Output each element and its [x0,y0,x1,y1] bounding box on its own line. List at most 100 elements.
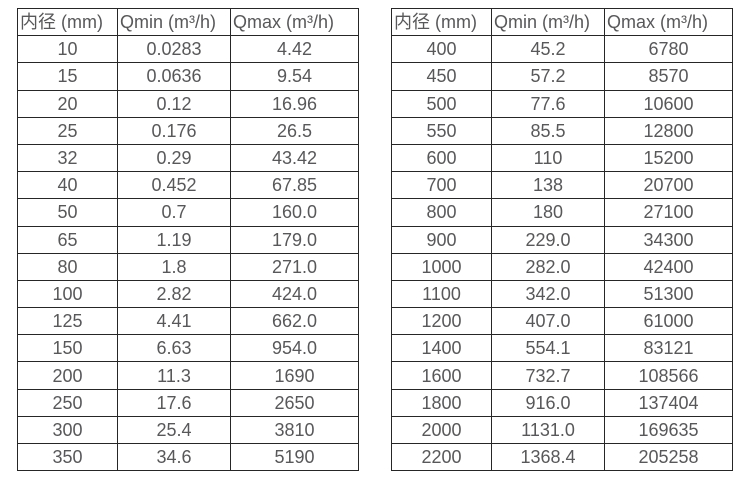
table-cell: 43.42 [230,143,359,173]
table-row: 1800 916.0 137404 [391,388,733,417]
table-cell: 662.0 [230,307,359,336]
table-cell: 20700 [604,171,733,200]
table-cell: 342.0 [491,279,605,309]
column-header: 内径 (mm) [391,7,492,37]
table-cell: 550 [391,116,492,145]
table-cell: 179.0 [230,225,359,254]
table-cell: 80 [17,252,118,281]
table-cell: 50 [17,198,118,227]
table-cell: 1368.4 [491,442,605,472]
table-cell: 1.8 [117,252,231,281]
table-row: 40 0.452 67.85 [17,171,359,200]
table-cell: 732.7 [491,361,605,390]
table-cell: 407.0 [491,307,605,336]
table-row: 1100 342.0 51300 [391,279,733,309]
table-row: 700 138 20700 [391,171,733,200]
table-cell: 0.7 [117,198,231,227]
table-cell: 1400 [391,334,492,363]
table-cell: 0.0283 [117,35,231,64]
table-row: 550 85.5 12800 [391,116,733,145]
table-row: 500 77.6 10600 [391,89,733,118]
table-cell: 125 [17,307,118,336]
table-cell: 2200 [391,442,492,472]
table-row: 50 0.7 160.0 [17,198,359,227]
table-cell: 57.2 [491,62,605,91]
table-cell: 0.12 [117,89,231,118]
table-body: 400 45.2 6780 450 57.2 8570 500 77.6 10600 550 85.… [391,35,733,472]
column-header: Qmax (m³/h) [604,7,733,37]
table-cell: 110 [491,143,605,173]
table-cell: 6780 [604,35,733,64]
table-cell: 0.176 [117,116,231,145]
table-cell: 45.2 [491,35,605,64]
table-row: 800 180 27100 [391,198,733,227]
table-row: 20 0.12 16.96 [17,89,359,118]
table-cell: 20 [17,89,118,118]
table-row: 200 11.3 1690 [17,361,359,390]
table-cell: 2000 [391,415,492,445]
table-body: 10 0.0283 4.42 15 0.0636 9.54 20 0.12 16.96 25 0.1… [17,35,359,472]
table-row: 450 57.2 8570 [391,62,733,91]
table-cell: 4.42 [230,35,359,64]
table-cell: 954.0 [230,334,359,363]
table-cell: 26.5 [230,116,359,145]
table-row: 400 45.2 6780 [391,35,733,64]
table-row: 65 1.19 179.0 [17,225,359,254]
table-row: 80 1.8 271.0 [17,252,359,281]
table-cell: 1600 [391,361,492,390]
table-header-row: 内径 (mm) Qmin (m³/h) Qmax (m³/h) [17,7,359,37]
table-cell: 40 [17,171,118,200]
table-cell: 1.19 [117,225,231,254]
table-cell: 108566 [604,361,733,390]
table-cell: 282.0 [491,252,605,281]
table-row: 10 0.0283 4.42 [17,35,359,64]
table-cell: 350 [17,442,118,472]
table-cell: 205258 [604,442,733,472]
table-cell: 250 [17,388,118,417]
table-row: 350 34.6 5190 [17,442,359,472]
table-cell: 0.452 [117,171,231,200]
table-row: 900 229.0 34300 [391,225,733,254]
table-cell: 6.63 [117,334,231,363]
table-cell: 12800 [604,116,733,145]
table-cell: 450 [391,62,492,91]
table-cell: 25.4 [117,415,231,445]
table-cell: 900 [391,225,492,254]
table-row: 2000 1131.0 169635 [391,415,733,445]
table-row: 25 0.176 26.5 [17,116,359,145]
table-row: 600 110 15200 [391,143,733,173]
table-cell: 1800 [391,388,492,417]
table-header-row: 内径 (mm) Qmin (m³/h) Qmax (m³/h) [391,7,733,37]
table-cell: 2650 [230,388,359,417]
table-cell: 2.82 [117,279,231,309]
table-row: 1000 282.0 42400 [391,252,733,281]
table-cell: 271.0 [230,252,359,281]
column-header: Qmin (m³/h) [491,7,605,37]
table-cell: 27100 [604,198,733,227]
table-row: 300 25.4 3810 [17,415,359,445]
table-cell: 1200 [391,307,492,336]
table-cell: 137404 [604,388,733,417]
table-cell: 4.41 [117,307,231,336]
table-cell: 160.0 [230,198,359,227]
table-cell: 1690 [230,361,359,390]
table-row: 150 6.63 954.0 [17,334,359,363]
table-cell: 51300 [604,279,733,309]
table-cell: 85.5 [491,116,605,145]
column-header: Qmax (m³/h) [230,7,359,37]
table-cell: 34300 [604,225,733,254]
table-row: 1600 732.7 108566 [391,361,733,390]
table-row: 250 17.6 2650 [17,388,359,417]
table-cell: 16.96 [230,89,359,118]
table-row: 32 0.29 43.42 [17,143,359,173]
flow-spec-table-large-diameters: 内径 (mm) Qmin (m³/h) Qmax (m³/h) 400 45.2 678… [391,7,733,472]
table-cell: 200 [17,361,118,390]
table-cell: 180 [491,198,605,227]
table-cell: 5190 [230,442,359,472]
table-cell: 169635 [604,415,733,445]
table-cell: 138 [491,171,605,200]
table-cell: 77.6 [491,89,605,118]
table-cell: 42400 [604,252,733,281]
table-row: 100 2.82 424.0 [17,279,359,309]
table-cell: 8570 [604,62,733,91]
